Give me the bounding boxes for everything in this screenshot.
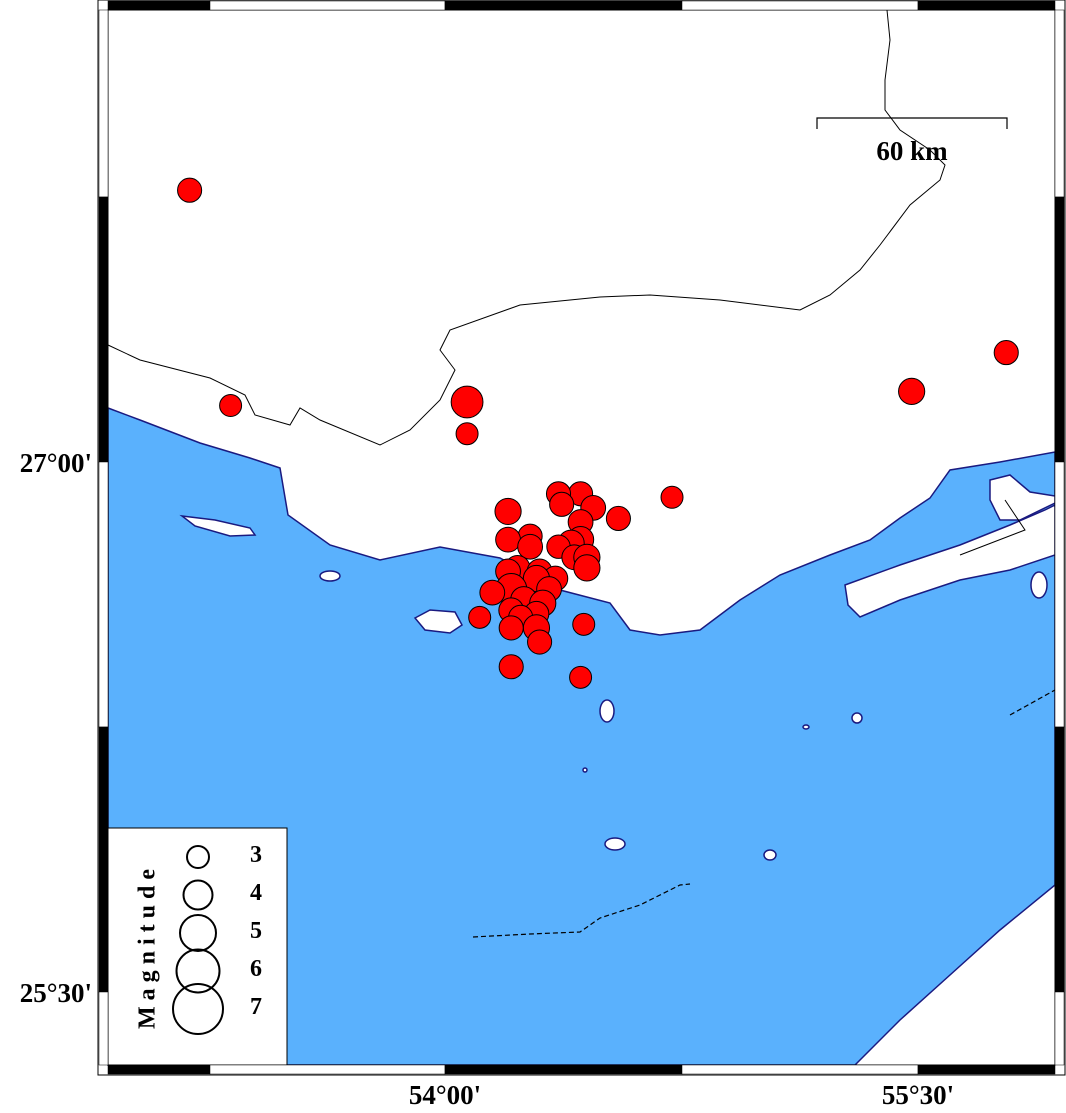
scale-bar [816, 117, 1008, 129]
frame-segment [98, 9, 109, 198]
maritime-boundary [1009, 689, 1056, 716]
frame-segment [98, 461, 109, 728]
island [413, 609, 463, 634]
earthquake-marker [498, 615, 524, 641]
lat-label-25-30: 25°30' [19, 978, 92, 1008]
earthquake-events [177, 177, 1019, 689]
island [582, 767, 588, 773]
earthquake-marker [495, 526, 521, 553]
earthquake-marker [517, 533, 544, 560]
sea-area [107, 406, 1056, 1066]
earthquake-marker [898, 377, 926, 405]
earthquake-marker [605, 505, 631, 532]
legend-label-5: 5 [250, 918, 262, 944]
legend-label-6: 6 [250, 956, 262, 982]
earthquake-marker [573, 554, 601, 582]
border-line-inner [959, 499, 1026, 556]
frame-segment [681, 0, 919, 11]
frame-segment [107, 0, 211, 11]
legend-circle-7 [172, 983, 224, 1035]
frame-segment [917, 1064, 1056, 1075]
frame-segment [444, 1064, 683, 1075]
earthquake-marker [549, 491, 575, 517]
island [802, 724, 810, 730]
frame-segment [1054, 991, 1065, 1066]
frame-segment [1054, 726, 1065, 993]
earthquake-marker [993, 340, 1019, 366]
earthquake-marker [572, 612, 596, 636]
earthquake-marker [455, 422, 479, 446]
frame-segment [681, 1064, 919, 1075]
island [763, 849, 777, 861]
frame-segment [1054, 196, 1065, 463]
frame-segment [1054, 9, 1065, 198]
legend-label-7: 7 [250, 994, 262, 1020]
island [851, 712, 863, 724]
legend-box [107, 827, 288, 1066]
maritime-boundary [472, 883, 691, 938]
border-line [107, 9, 946, 446]
legend-circle-5 [179, 914, 217, 952]
scale-bar-label: 60 km [876, 136, 948, 166]
legend-title: Magnitude [134, 862, 161, 1030]
island [1030, 571, 1048, 599]
lat-label-27: 27°00' [19, 448, 92, 478]
legend-label-3: 3 [250, 842, 262, 868]
frame-segment [98, 196, 109, 463]
frame-segment [917, 0, 1056, 11]
earthquake-marker [494, 497, 522, 526]
island [599, 699, 615, 723]
earthquake-marker [569, 665, 593, 689]
earthquake-marker [479, 579, 506, 606]
island [179, 514, 257, 537]
lon-label-54: 54°00' [408, 1080, 482, 1110]
legend-circle-6 [175, 948, 221, 994]
frame-segment [107, 1064, 211, 1075]
earthquake-marker [177, 177, 203, 203]
frame-segment [98, 726, 109, 993]
islands [179, 474, 1056, 861]
earthquake-marker [219, 394, 243, 418]
island [604, 837, 626, 851]
legend-label-4: 4 [250, 880, 262, 906]
legend-circle-3 [186, 845, 210, 869]
frame-segment [209, 1064, 446, 1075]
earthquake-marker [468, 605, 492, 629]
frame-segment [98, 991, 109, 1066]
frame-segment [444, 0, 683, 11]
island [319, 570, 341, 582]
frame-segment [1054, 461, 1065, 728]
map-frame [97, 0, 1066, 1076]
frame-segment [209, 0, 446, 11]
legend-circle-4 [182, 879, 214, 911]
earthquake-marker [527, 629, 553, 655]
earthquake-marker [660, 485, 684, 509]
earthquake-marker [450, 385, 484, 419]
earthquake-marker [498, 654, 524, 680]
lon-label-55-30: 55°30' [881, 1080, 955, 1110]
